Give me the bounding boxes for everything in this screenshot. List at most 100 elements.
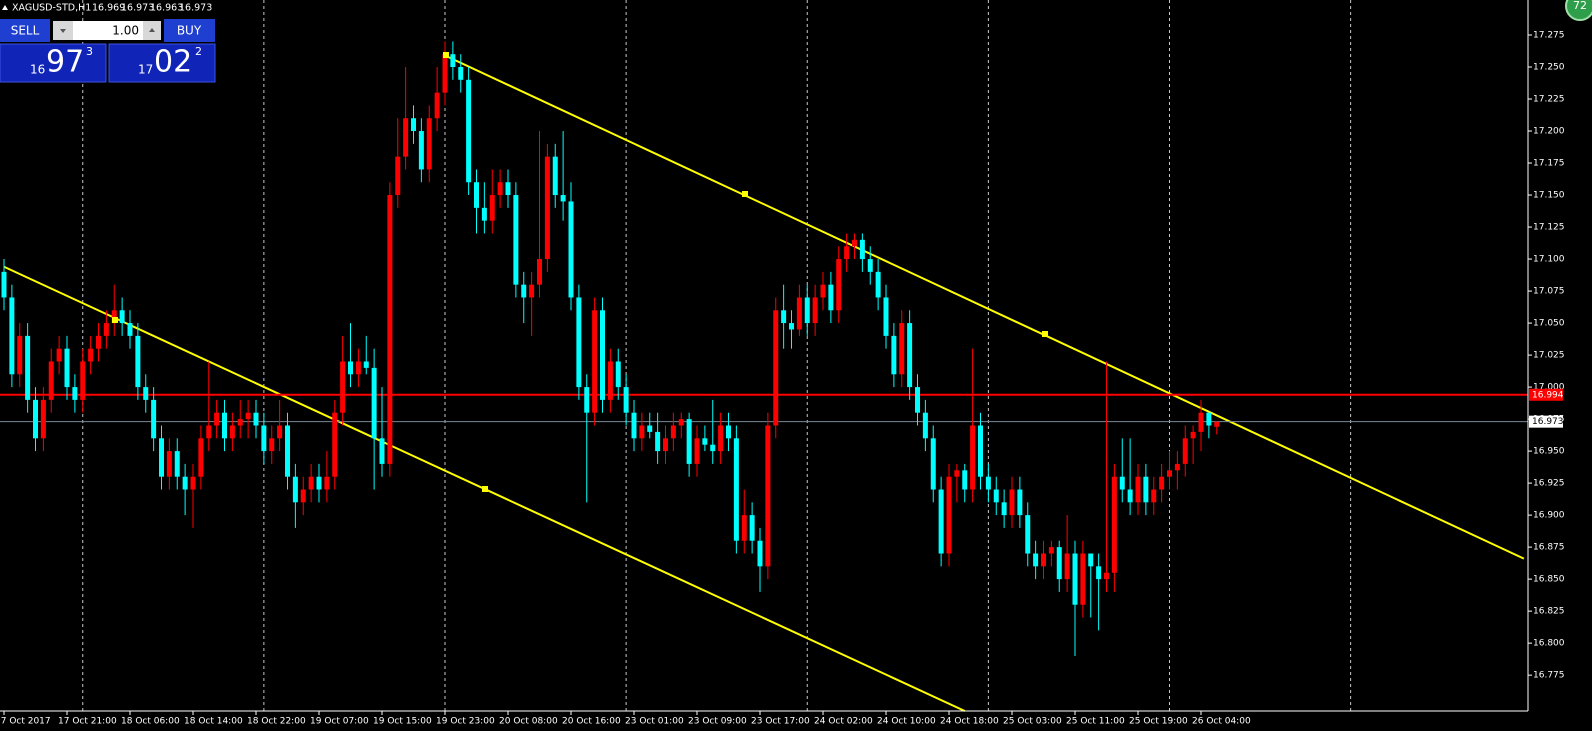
arrow-icon [149,28,155,32]
x-tick-label: 23 Oct 09:00 [688,717,747,727]
candle-body [796,297,802,330]
candle-body [773,310,779,426]
candle-body [371,367,377,439]
anchor [443,52,449,58]
candle-body [655,431,661,452]
candle-body [458,67,464,80]
candle-body [135,335,141,388]
y-tick-label: 17.200 [1533,127,1565,137]
volume-input[interactable] [73,21,143,40]
badge[interactable] [1565,0,1592,21]
sell-label[interactable]: SELL [11,24,40,38]
y-tick-label: 16.875 [1533,543,1565,553]
candle-body [820,284,826,298]
y-tick-label: 17.050 [1533,319,1565,329]
candle-body [1104,572,1109,580]
volume-value[interactable]: 1.00 [112,24,139,38]
candle-body [174,451,180,477]
candle-body [411,118,416,132]
candle-body [245,412,251,420]
sell-button[interactable] [0,19,50,42]
candle-body [1088,553,1094,567]
candle-body [946,476,952,554]
candle-body [214,412,220,426]
buy-label[interactable]: BUY [177,24,202,38]
candle-body [1135,476,1141,503]
trendline [444,54,1525,560]
candle-body [907,323,913,388]
candle-body [1041,553,1046,567]
candle-body [812,297,818,324]
candle-body [103,323,109,336]
y-tick-label: 16.800 [1533,639,1565,649]
badge-label[interactable]: 72 [1573,0,1587,12]
bid-box[interactable] [0,43,107,83]
candle-body [1017,489,1023,516]
price-label: 16.973 [1532,417,1564,427]
ask-main: 02 [154,45,192,80]
arrow-icon [60,29,66,33]
candle-body [962,470,968,490]
candle-body [852,239,857,247]
collapse-icon[interactable] [2,5,8,10]
candle-body [111,310,117,324]
candle-body [324,476,330,490]
candle-body [607,361,613,400]
x-tick-label: 19 Oct 07:00 [310,717,369,727]
candle-body [560,195,566,202]
y-tick-label: 17.000 [1533,383,1565,393]
candle-body [355,361,361,375]
ask-box[interactable] [108,43,216,83]
candle-body [1174,463,1180,471]
x-tick-label: 20 Oct 16:00 [562,717,621,727]
y-tick-label: 17.100 [1533,255,1565,265]
candle-body [883,297,889,336]
candle-body [970,425,976,490]
candle-body [1198,412,1204,432]
candle-body [1190,431,1196,439]
candle-body [663,438,668,452]
candle-body [1072,553,1078,605]
candle-body [442,54,448,93]
candle-body [1151,489,1157,503]
candle-body [1214,421,1220,427]
x-tick-label: 19 Oct 15:00 [373,717,432,727]
candle-body [615,361,621,388]
candle-body [253,412,259,426]
candle-body [718,425,724,452]
x-tick-label: 18 Oct 06:00 [121,717,180,727]
candle-body [702,438,708,445]
x-tick-label: 18 Oct 22:00 [247,717,306,727]
candle-body [670,425,676,439]
candle-body [726,425,731,439]
candle-body [80,361,86,400]
candle-body [489,195,495,221]
candle-body [584,387,590,413]
x-tick-label: 24 Oct 10:00 [877,717,936,727]
candle-body [363,361,369,368]
buy-button[interactable] [164,19,215,42]
candle-body [481,207,487,221]
candle-body [190,476,196,490]
bid-main: 97 [46,45,84,80]
anchor [112,317,118,323]
candle-body [1025,515,1031,554]
candle-body [1182,438,1188,464]
candle-body [1127,489,1133,503]
candle-body [1048,547,1054,554]
candle-body [733,438,739,541]
ohlc-open: 16.969 [92,3,125,14]
ask-small: 2 [195,45,202,58]
candle-body [985,476,991,490]
candle-body [379,438,385,464]
x-tick-label: 17 Oct 21:00 [58,717,117,727]
candle-body [954,470,960,477]
x-tick-label: 25 Oct 11:00 [1066,717,1125,727]
anchor [482,486,488,492]
candle-body [789,323,794,330]
candle-body [64,348,70,388]
x-tick-label: 25 Oct 19:00 [1129,717,1188,727]
trendline-anchors [112,52,1048,492]
candle-body [340,361,346,413]
candle-body [922,412,928,439]
